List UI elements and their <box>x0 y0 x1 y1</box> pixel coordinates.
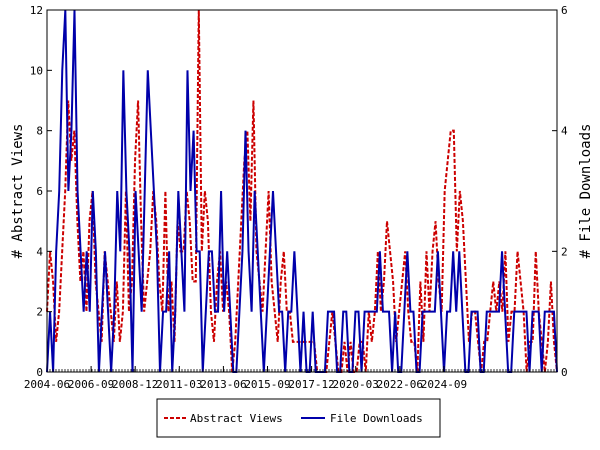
y-right-tick-label: 4 <box>561 125 568 138</box>
x-tick-label: 2013-06 <box>200 378 246 391</box>
x-tick-label: 2020-03 <box>333 378 379 391</box>
y-axis-right-title: # File Downloads <box>578 124 594 259</box>
legend-label-file-downloads: File Downloads <box>330 412 423 425</box>
y-left-tick-label: 12 <box>30 4 43 17</box>
y-left-tick-label: 10 <box>30 64 43 77</box>
x-tick-label: 2015-09 <box>244 378 290 391</box>
y-axis-left-title: # Abstract Views <box>10 124 26 259</box>
y-left-tick-label: 8 <box>36 125 43 138</box>
x-tick-label: 2022-06 <box>377 378 423 391</box>
y-left-tick-label: 4 <box>36 245 43 258</box>
y-right-tick-label: 2 <box>561 245 568 258</box>
y-left-tick-label: 0 <box>36 366 43 379</box>
x-tick-label: 2011-03 <box>156 378 202 391</box>
x-tick-label: 2004-06 <box>24 378 70 391</box>
x-tick-label: 2008-12 <box>112 378 158 391</box>
legend-box <box>156 398 441 438</box>
x-tick-label: 2006-09 <box>68 378 114 391</box>
series-layer <box>46 9 558 373</box>
x-axis: 2004-062006-092008-122011-032013-062015-… <box>24 366 467 391</box>
x-tick-label: 2024-09 <box>421 378 467 391</box>
legend: Abstract Views File Downloads <box>156 398 441 438</box>
y-left-tick-label: 6 <box>36 185 43 198</box>
y-left-tick-label: 2 <box>36 306 43 319</box>
legend-label-abstract-views: Abstract Views <box>190 412 283 425</box>
y-axis-left: 0 2 4 6 8 10 12 <box>30 4 52 379</box>
y-right-tick-label: 6 <box>561 4 568 17</box>
y-right-tick-label: 0 <box>561 366 568 379</box>
y-axis-right: 0 2 4 6 <box>552 4 568 379</box>
x-tick-label: 2017-12 <box>288 378 334 391</box>
x-minor-ticks <box>46 369 558 372</box>
series-line-file-downloads <box>46 9 558 373</box>
